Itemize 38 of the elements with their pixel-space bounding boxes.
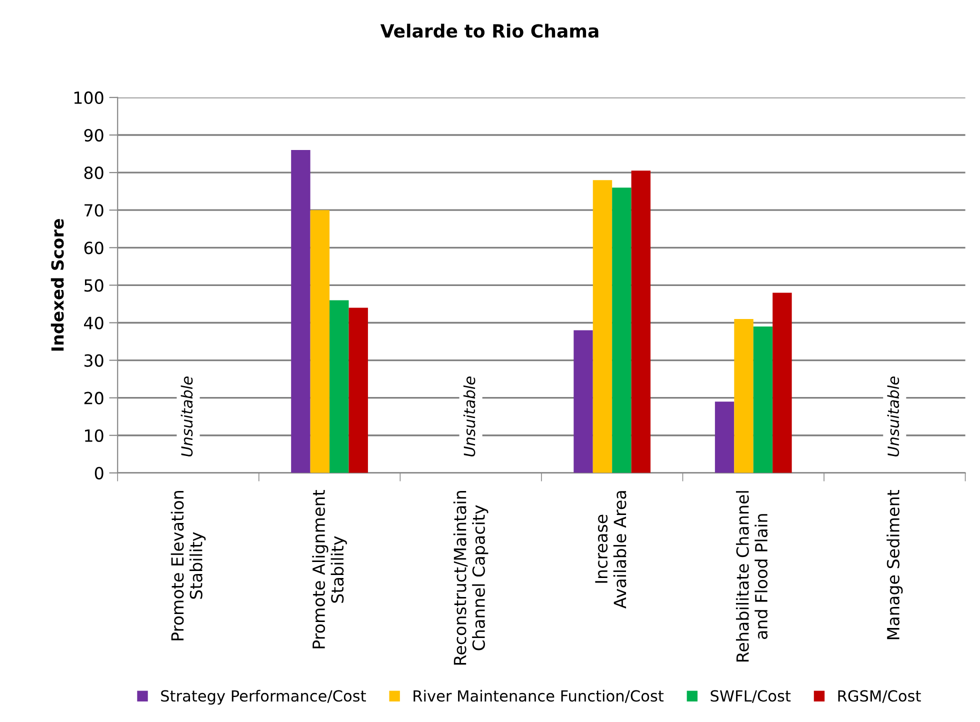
annotation: Unsuitable [180,376,193,456]
legend-label: SWFL/Cost [710,690,791,703]
bar [574,330,593,473]
y-tick-label: 50 [84,279,104,292]
bar [631,170,651,473]
legend-label: RGSM/Cost [838,690,921,703]
y-tick-label: 100 [74,91,104,104]
x-tick-label: Manage Sediment [886,490,903,640]
y-axis-title: Indexed Score [50,219,64,351]
y-tick-label: 30 [84,354,104,367]
bar [753,326,773,473]
y-tick-label: 80 [84,166,104,180]
x-tick-label: Promote Alignment Stability [312,490,347,648]
bar [592,180,612,473]
y-tick-label: 10 [85,429,104,442]
bar [291,150,310,473]
y-tick-label: 90 [84,128,104,142]
legend-label: River Maintenance Function/Cost [414,690,664,703]
bar [714,402,734,473]
y-tick-label: 70 [84,204,104,217]
bar [612,188,632,473]
y-tick-label: 40 [84,316,104,330]
y-tick-label: 20 [84,392,104,404]
x-tick-label: Increase Available Area [595,491,626,609]
y-tick-label: 0 [94,466,104,480]
bar [772,292,792,473]
legend-label: Strategy Performance/Cost [161,690,366,705]
chart-title: Velarde to Rio Chama [380,24,598,38]
x-tick-label: Promote Elevation Stability [170,490,206,640]
bar [734,318,754,473]
bar [330,300,349,473]
bar [348,308,368,473]
x-tick-label: Reconstruct/Maintain Channel Capacity [453,490,488,665]
x-tick-label: Rehabilitate Channel and Flood Plain [736,491,768,662]
bar [310,210,330,473]
y-tick-label: 60 [84,242,104,254]
annotation: Unsuitable [463,376,476,456]
annotation: Unsuitable [887,376,900,456]
